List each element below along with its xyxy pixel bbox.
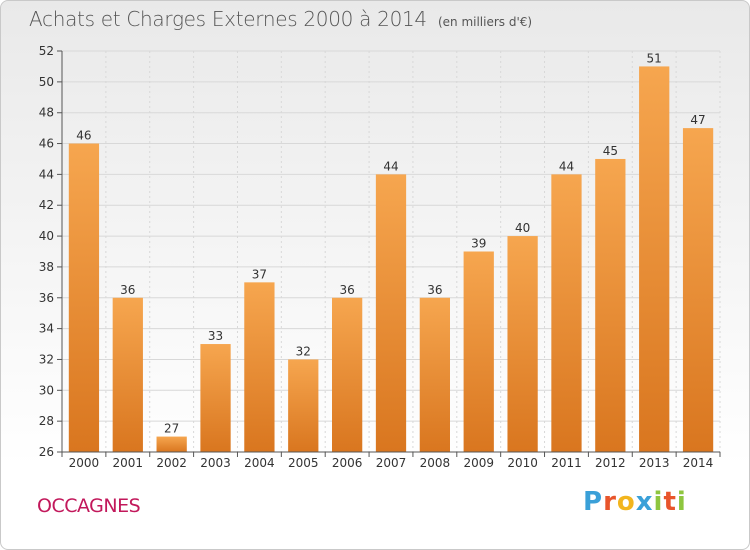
bar-2001 [112, 297, 143, 452]
y-tick-label: 34 [39, 322, 54, 336]
logo-letter: r [603, 487, 617, 517]
data-label: 51 [647, 51, 662, 65]
data-label: 45 [603, 144, 618, 158]
y-tick-label: 50 [39, 75, 54, 89]
bars [68, 66, 714, 453]
bar-2004 [244, 282, 275, 452]
data-label: 27 [164, 422, 179, 436]
y-tick-label: 28 [39, 414, 54, 428]
chart-title-row: Achats et Charges Externes 2000 à 2014 (… [29, 7, 532, 31]
y-tick-label: 40 [39, 229, 54, 243]
y-tick-label: 26 [39, 445, 54, 459]
bar-2013 [639, 66, 670, 452]
y-tick-label: 42 [39, 198, 54, 212]
x-tick-label: 2008 [420, 456, 451, 470]
x-tick-label: 2003 [200, 456, 231, 470]
bar-2003 [200, 344, 231, 452]
data-label: 44 [559, 159, 574, 173]
y-tick-label: 32 [39, 352, 54, 366]
bar-2010 [507, 236, 538, 452]
x-tick-label: 2009 [463, 456, 494, 470]
data-label: 44 [383, 159, 398, 173]
data-label: 36 [427, 283, 442, 297]
x-tick-label: 2002 [156, 456, 187, 470]
data-label: 39 [471, 237, 486, 251]
x-tick-label: 2005 [288, 456, 319, 470]
data-label: 46 [76, 129, 91, 143]
y-tick-label: 46 [39, 137, 54, 151]
y-tick-label: 36 [39, 291, 54, 305]
x-tick-label: 2001 [113, 456, 144, 470]
bar-2009 [463, 251, 494, 452]
x-tick-label: 2014 [683, 456, 714, 470]
data-label: 47 [690, 113, 705, 127]
data-label: 36 [339, 283, 354, 297]
data-label: 37 [252, 267, 267, 281]
bar-2014 [682, 128, 714, 452]
y-tick-label: 38 [39, 260, 54, 274]
x-tick-label: 2000 [69, 456, 100, 470]
logo-letter: o [616, 487, 636, 517]
chart-title: Achats et Charges Externes 2000 à 2014 [29, 7, 427, 31]
y-tick-label: 52 [39, 44, 54, 58]
logo-letter: i [676, 487, 687, 517]
x-tick-label: 2004 [244, 456, 275, 470]
logo-letter: P [583, 487, 604, 517]
bar-2002 [156, 436, 187, 452]
bar-2008 [419, 297, 451, 452]
data-label: 33 [208, 329, 223, 343]
place-name: OCCAGNES [37, 495, 141, 517]
data-label: 32 [296, 344, 311, 358]
x-tick-label: 2011 [551, 456, 582, 470]
logo-letter: i [653, 487, 664, 517]
data-labels: 46 36 27 33 37 32 36 44 36 39 40 44 45 51 47 [76, 51, 705, 435]
bar-2005 [288, 359, 319, 452]
bar-2011 [551, 174, 582, 452]
y-tick-label: 48 [39, 106, 54, 120]
chart-unit: (en milliers d'€) [437, 15, 533, 29]
y-tick-label: 30 [39, 383, 54, 397]
x-tick-label: 2006 [332, 456, 363, 470]
x-tick-label: 2010 [507, 456, 538, 470]
y-tick-label: 44 [39, 167, 54, 181]
logo-letter: x [635, 487, 654, 517]
x-tick-label: 2013 [639, 456, 670, 470]
data-label: 36 [120, 283, 135, 297]
data-label: 40 [515, 221, 530, 235]
proxiti-logo: Proxiti [583, 487, 687, 517]
bar-2007 [375, 174, 407, 452]
x-tick-label: 2012 [595, 456, 626, 470]
axes: 26 28 30 32 34 36 38 40 42 44 46 48 50 52 2000 2001 2002… [39, 44, 721, 470]
x-tick-label: 2007 [376, 456, 407, 470]
bar-2012 [595, 158, 626, 452]
bar-2006 [331, 297, 363, 452]
logo-letter: t [663, 487, 677, 517]
bar-2000 [68, 143, 100, 453]
